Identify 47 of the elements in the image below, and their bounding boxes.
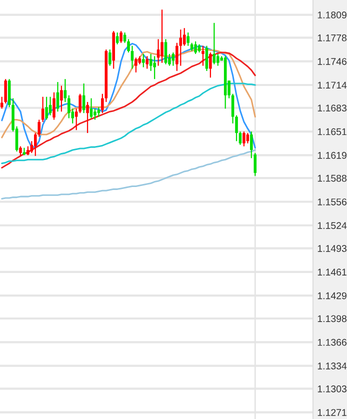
- y-tick-label: 1.1619: [318, 152, 346, 159]
- y-tick-label: 1.1493: [318, 245, 346, 252]
- y-tick-label: 1.1303: [318, 385, 346, 392]
- candlestick: [64, 78, 67, 103]
- y-tick-label: 1.1714: [318, 82, 347, 89]
- candlestick: [19, 146, 22, 156]
- candlestick: [120, 30, 122, 44]
- candlestick: [4, 78, 7, 104]
- y-tick-label: 1.1334: [318, 362, 347, 370]
- y-tick-label: 1.1398: [318, 315, 346, 322]
- candlestick: [52, 92, 56, 120]
- y-tick-label: 1.1366: [318, 338, 346, 346]
- y-tick-label: 1.1778: [318, 34, 346, 42]
- candlestick: [186, 32, 190, 46]
- candlestick: [86, 101, 89, 134]
- y-tick-label: 1.1461: [318, 268, 346, 276]
- y-tick-label: 1.1651: [318, 128, 346, 136]
- candlestick: [45, 96, 48, 120]
- candlestick: [216, 53, 220, 66]
- y-tick-label: 1.1683: [318, 104, 346, 112]
- candlestick: [212, 22, 216, 65]
- candlestick: [134, 57, 138, 73]
- candlestick: [94, 108, 96, 120]
- candlestick: [116, 32, 119, 45]
- candlestick: [209, 52, 212, 78]
- candlestick: [149, 53, 152, 72]
- candlestick: [242, 130, 246, 147]
- line-series: [1, 149, 256, 200]
- y-tick-label: 1.1524: [318, 222, 347, 230]
- candlestick: [97, 106, 100, 118]
- y-tick-label: 1.1746: [318, 58, 346, 65]
- candlestick: [160, 9, 164, 64]
- candlestick: [202, 45, 204, 66]
- candlestick: [60, 85, 63, 112]
- candlestick: [142, 53, 145, 68]
- y-tick-label: 1.1588: [318, 174, 346, 182]
- candlestick: [194, 40, 197, 54]
- y-tick-label: 1.1809: [318, 12, 346, 18]
- y-tick-label: 1.1271: [318, 409, 346, 416]
- candlestick: [146, 56, 149, 70]
- candlestick: [90, 98, 93, 119]
- y-tick-label: 1.1556: [318, 198, 346, 206]
- y-tick-label: 1.1429: [318, 292, 346, 300]
- candlestick: [164, 38, 168, 65]
- candlestick: [153, 56, 156, 80]
- candlestick: [108, 48, 112, 66]
- candlestick: [182, 28, 186, 46]
